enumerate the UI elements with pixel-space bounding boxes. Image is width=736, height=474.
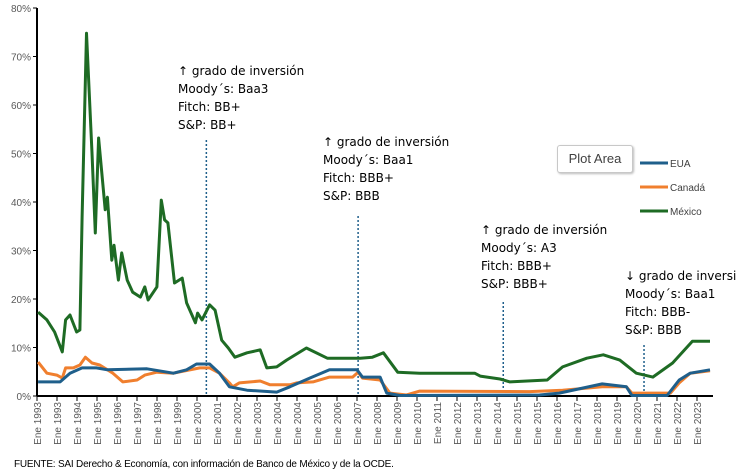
x-tick-label: Ene 1999 <box>173 402 184 445</box>
annotation-text: Moody´s: Baa1 <box>323 153 413 167</box>
source-note: FUENTE: SAI Derecho & Economía, con info… <box>14 459 394 470</box>
x-tick-label: Ene 2000 <box>193 402 204 445</box>
x-tick-label: Ene 2006 <box>333 402 344 445</box>
x-tick-label: Ene 2013 <box>473 402 484 445</box>
series-line-eua <box>38 362 711 397</box>
series-line-canadá <box>36 355 711 397</box>
x-tick-label: Ene 2021 <box>653 402 664 445</box>
plot-area-tooltip: Plot Area <box>557 145 633 173</box>
annotation-text: Fitch: BBB+ <box>323 171 394 185</box>
y-tick-label: 0% <box>17 392 32 403</box>
annotation-text: ↑ grado de inversión <box>481 223 607 237</box>
y-tick-label: 40% <box>11 198 31 209</box>
annotation-text: ↑ grado de inversión <box>178 64 304 78</box>
x-tick-label: Ene 1995 <box>93 402 104 445</box>
annotation-text: S&P: BB+ <box>178 118 237 132</box>
x-tick-label: Ene 1993 <box>53 402 64 445</box>
x-tick-label: Ene 1993 <box>33 402 44 445</box>
y-tick-label: 60% <box>11 101 31 112</box>
legend-label: México <box>670 207 702 218</box>
y-tick-label: 80% <box>11 4 31 15</box>
x-tick-label: Ene 2015 <box>513 402 524 445</box>
x-tick-label: Ene 2019 <box>613 402 624 445</box>
x-tick-label: Ene 1998 <box>153 402 164 445</box>
y-tick-label: 70% <box>11 53 31 64</box>
legend-label: EUA <box>670 159 691 170</box>
y-axis: 0% 10% 20% 30% 40% 50% 60% 70% 80% <box>11 4 38 403</box>
legend-label: Canadá <box>670 183 705 194</box>
annotation-text: S&P: BBB <box>323 189 380 203</box>
x-tick-label: Ene 2015 <box>533 402 544 445</box>
annotation-text: ↓ grado de inversión <box>625 269 736 283</box>
x-tick-label: Ene 2002 <box>233 402 244 445</box>
legend: EUA Canadá México <box>640 159 705 218</box>
y-tick-label: 10% <box>11 344 31 355</box>
annotation-text: Fitch: BBB- <box>625 305 690 319</box>
annotation-lines <box>205 140 645 396</box>
annotation-text: Moody´s: Baa3 <box>178 82 268 96</box>
x-tick-label: Ene 2017 <box>573 402 584 445</box>
x-tick-label: Ene 2003 <box>253 402 264 445</box>
x-tick-label: Ene 2008 <box>373 402 384 445</box>
annotation-text: Moody´s: Baa1 <box>625 287 715 301</box>
x-tick-label: Ene 1997 <box>133 402 144 445</box>
annotation-text: Fitch: BBB+ <box>481 259 552 273</box>
x-tick-label: Ene 2007 <box>353 402 364 445</box>
x-tick-label: Ene 2018 <box>593 402 604 445</box>
x-tick-label: Ene 2004 <box>293 402 304 445</box>
x-tick-label: Ene 2004 <box>273 402 284 445</box>
x-tick-label: Ene 2011 <box>433 402 444 445</box>
x-tick-label: Ene 2012 <box>453 402 464 445</box>
x-tick-label: Ene 2020 <box>633 402 644 445</box>
y-tick-label: 20% <box>11 295 31 306</box>
x-tick-label: Ene 2022 <box>673 402 684 445</box>
series-line-méxico <box>37 31 710 384</box>
x-tick-label: Ene 1994 <box>73 402 84 445</box>
annotation-text: ↑ grado de inversión <box>323 135 449 149</box>
x-tick-label: Ene 2010 <box>413 402 424 445</box>
y-tick-label: 30% <box>11 247 31 258</box>
x-tick-label: Ene 2014 <box>493 402 504 445</box>
annotations: ↑ grado de inversión Moody´s: Baa3 Fitch: … <box>178 64 736 337</box>
x-tick-label: Ene 2005 <box>313 402 324 445</box>
x-tick-label: Ene 2001 <box>213 402 224 445</box>
x-tick-label: Ene 2016 <box>553 402 564 445</box>
annotation-text: Moody´s: A3 <box>481 241 557 255</box>
x-tick-label: Ene 1996 <box>113 402 124 445</box>
annotation-text: S&P: BBB+ <box>481 277 548 291</box>
annotation-text: Fitch: BB+ <box>178 100 241 114</box>
x-axis: Ene 1993 Ene 1993 Ene 1994 Ene 1995 Ene 1996… <box>33 395 713 445</box>
x-tick-label: Ene 2023 <box>693 402 704 445</box>
annotation-text: S&P: BBB <box>625 323 682 337</box>
series-group <box>36 31 711 397</box>
y-tick-label: 50% <box>11 150 31 161</box>
x-tick-label: Ene 2009 <box>393 402 404 445</box>
